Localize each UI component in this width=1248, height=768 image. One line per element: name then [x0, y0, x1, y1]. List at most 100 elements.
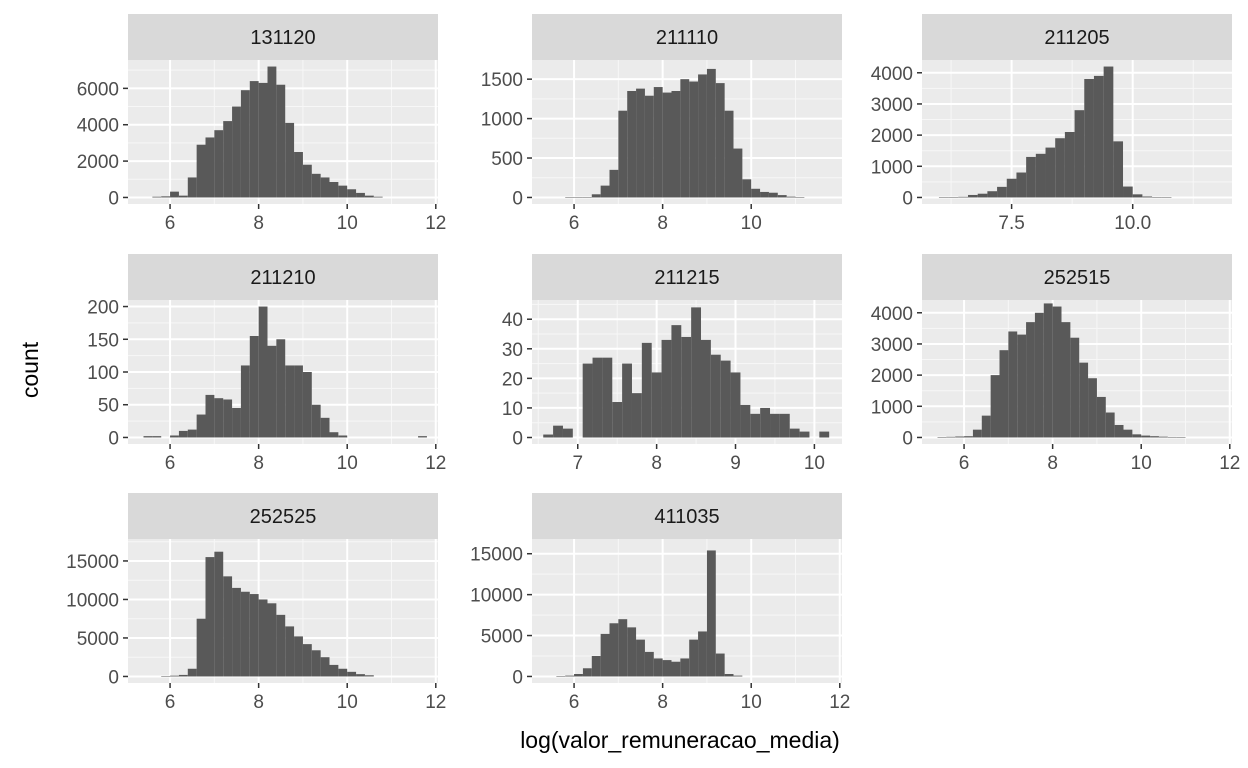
- y-tick-label: 200: [87, 298, 119, 319]
- x-tick-label: 6: [569, 213, 580, 234]
- histogram-bar: [689, 81, 699, 198]
- histogram-bar: [644, 95, 654, 198]
- histogram-bar: [240, 90, 250, 198]
- histogram-bar: [981, 415, 991, 438]
- histogram-bar: [543, 434, 554, 438]
- y-tick-label: 1000: [871, 397, 913, 418]
- histogram-bar: [1132, 194, 1143, 198]
- histogram-bar: [987, 191, 998, 198]
- histogram-bar: [1084, 79, 1094, 198]
- y-tick-label: 100: [87, 363, 119, 384]
- histogram-bar: [964, 436, 973, 438]
- histogram-bar: [320, 657, 330, 677]
- x-tick-label: 6: [165, 692, 176, 713]
- y-tick-label: 1000: [871, 157, 913, 178]
- facet-title: 411035: [654, 506, 719, 528]
- histogram-bar: [715, 83, 725, 198]
- histogram-bar: [653, 87, 663, 198]
- histogram-bar: [249, 594, 259, 677]
- histogram-bar: [1026, 322, 1035, 438]
- histogram-bar: [1055, 138, 1065, 198]
- histogram-bar: [1026, 156, 1036, 198]
- histogram-bar: [671, 90, 681, 198]
- facet-title: 211110: [656, 27, 718, 49]
- histogram-bar: [1114, 424, 1124, 438]
- histogram-bar: [710, 354, 721, 438]
- facet-131120: 131120 6 8 10 12 0 2000 4000 6000: [77, 14, 446, 234]
- histogram-bar: [232, 587, 241, 677]
- x-tick-label: 10: [741, 213, 762, 234]
- x-tick-label: 10: [337, 692, 358, 713]
- histogram-bar: [1141, 435, 1151, 438]
- facet-211210: 211210 6 8 10 12 0 50 100 150 200: [87, 254, 446, 474]
- histogram-bar: [311, 650, 321, 677]
- histogram-bar: [1152, 197, 1162, 198]
- facet-252515: 252515 6 8 10 12 0 1000 2000 3000 4000: [871, 254, 1240, 474]
- histogram-bar: [302, 164, 312, 198]
- histogram-bar: [1006, 178, 1017, 198]
- histogram-bar: [795, 197, 805, 198]
- x-tick-label: 10: [337, 213, 358, 234]
- histogram-bar: [223, 576, 233, 677]
- histogram-bar: [591, 194, 601, 198]
- x-tick-label: 8: [657, 692, 668, 713]
- histogram-bar: [681, 336, 692, 438]
- histogram-bar: [347, 671, 357, 677]
- histogram-bar: [627, 627, 637, 677]
- histogram-bar: [338, 435, 348, 438]
- histogram-bar: [356, 192, 365, 198]
- y-tick-label: 0: [902, 188, 913, 209]
- histogram-bar: [1045, 147, 1056, 198]
- histogram-bar: [636, 88, 645, 198]
- x-tick-label: 10.0: [1114, 213, 1151, 234]
- x-tick-label: 8: [1047, 453, 1058, 474]
- histogram-bar: [565, 197, 575, 198]
- histogram-bar: [706, 550, 716, 677]
- facet-title: 211215: [654, 267, 719, 289]
- histogram-bar: [977, 193, 988, 198]
- histogram-bar: [644, 651, 654, 677]
- facet-strip: [532, 493, 842, 539]
- x-tick-label: 9: [730, 453, 741, 474]
- histogram-bar: [720, 360, 731, 438]
- histogram-bar: [1096, 396, 1106, 438]
- y-tick-label: 10000: [66, 590, 119, 611]
- histogram-bar: [760, 191, 769, 198]
- y-tick-label: 3000: [871, 335, 913, 356]
- facet-title: 252515: [1044, 267, 1111, 289]
- histogram-bar: [1035, 153, 1046, 198]
- histogram-bar: [562, 428, 573, 438]
- histogram-bar: [258, 599, 268, 677]
- facet-strip: [532, 254, 842, 300]
- histogram-bar: [267, 66, 277, 198]
- histogram-bar: [671, 325, 682, 438]
- histogram-bar: [1052, 306, 1062, 438]
- facet-211110: 211110 6 8 10 0 500 1000 1500: [481, 14, 842, 234]
- histogram-bar: [294, 636, 303, 677]
- histogram-bar: [750, 413, 761, 438]
- histogram-bar: [574, 197, 583, 198]
- histogram-bar: [997, 186, 1007, 198]
- histogram-bar: [779, 413, 790, 438]
- histogram-bar: [999, 350, 1009, 438]
- histogram-bar: [786, 196, 796, 198]
- facet-title: 131120: [250, 27, 315, 49]
- x-tick-label: 8: [253, 453, 264, 474]
- histogram-bar: [689, 639, 699, 677]
- histogram-bar: [701, 339, 711, 438]
- y-tick-label: 1000: [481, 110, 523, 131]
- histogram-bar: [609, 623, 619, 677]
- histogram-bar: [1113, 141, 1124, 198]
- histogram-bar: [240, 365, 250, 438]
- histogram-bar: [636, 639, 645, 677]
- y-tick-label: 150: [87, 330, 119, 351]
- histogram-bar: [1103, 66, 1114, 198]
- histogram-bar: [631, 393, 642, 438]
- y-tick-label: 0: [108, 188, 119, 209]
- facet-title: 252525: [250, 506, 317, 528]
- y-tick-label: 4000: [77, 116, 119, 137]
- histogram-bar: [724, 110, 734, 198]
- x-tick-label: 10: [337, 453, 358, 474]
- histogram-bar: [972, 429, 982, 438]
- x-tick-label: 12: [829, 692, 850, 713]
